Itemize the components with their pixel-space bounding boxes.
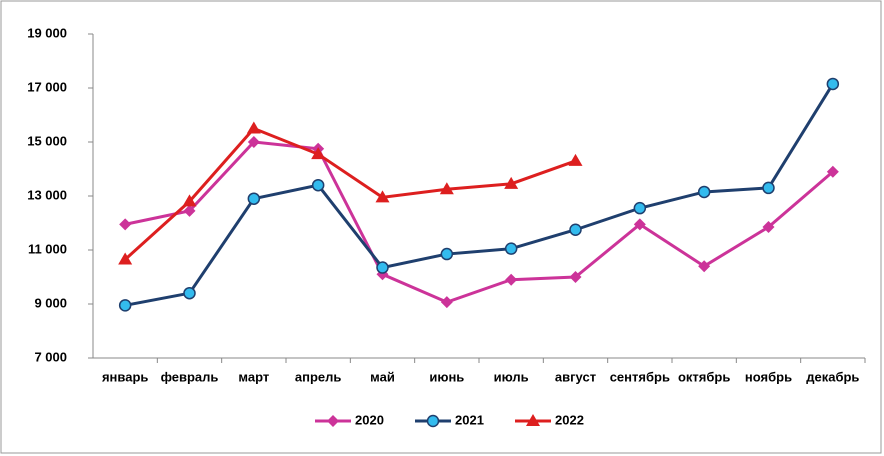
x-tick-label: май: [370, 369, 395, 384]
marker: [440, 247, 454, 261]
marker: [697, 185, 711, 199]
marker: [311, 147, 326, 160]
marker: [505, 273, 518, 286]
marker: [504, 242, 518, 255]
y-tick-label: 13 000: [27, 187, 67, 202]
marker: [440, 296, 453, 309]
marker: [633, 201, 647, 215]
marker: [633, 218, 646, 231]
marker: [762, 221, 775, 234]
x-tick-label: декабрь: [806, 369, 859, 384]
x-tick-label: март: [238, 369, 269, 384]
x-tick-label: апрель: [295, 369, 342, 384]
marker: [698, 260, 711, 273]
y-tick-label: 11 000: [28, 241, 67, 256]
marker: [504, 176, 519, 189]
x-tick-label: июнь: [429, 369, 464, 384]
legend-label: 2020: [355, 412, 384, 427]
marker: [569, 271, 582, 283]
marker: [375, 190, 390, 203]
y-tick-label: 9 000: [34, 295, 67, 310]
x-tick-label: июль: [494, 369, 529, 384]
x-tick-label: январь: [102, 369, 148, 384]
x-tick-label: сентябрь: [610, 369, 670, 384]
marker: [762, 181, 775, 195]
marker: [247, 192, 261, 205]
y-tick-label: 19 000: [27, 25, 67, 40]
marker: [118, 252, 133, 265]
marker: [183, 204, 196, 217]
marker: [826, 77, 840, 91]
x-tick-label: февраль: [161, 369, 219, 384]
marker: [826, 165, 839, 178]
legend-marker: [327, 415, 339, 427]
y-tick-label: 7 000: [34, 349, 67, 364]
legend-marker: [526, 414, 540, 426]
series-line: [124, 83, 835, 307]
marker: [376, 261, 389, 274]
marker: [246, 121, 261, 134]
x-tick-label: ноябрь: [745, 369, 792, 384]
series-line: [124, 126, 577, 261]
marker: [247, 136, 260, 148]
legend-marker: [426, 414, 440, 428]
x-tick-label: август: [555, 369, 596, 384]
legend-label: 2021: [455, 412, 484, 427]
marker: [182, 194, 197, 207]
y-tick-label: 15 000: [27, 133, 67, 148]
marker: [569, 223, 582, 236]
marker: [118, 299, 132, 312]
y-tick-label: 17 000: [27, 79, 67, 94]
marker: [119, 218, 132, 231]
x-tick-label: октябрь: [678, 369, 730, 384]
marker: [311, 178, 325, 192]
marker: [568, 153, 583, 166]
series-line: [124, 140, 834, 304]
marker: [183, 286, 196, 300]
marker: [439, 182, 454, 195]
legend-label: 2022: [555, 412, 584, 427]
